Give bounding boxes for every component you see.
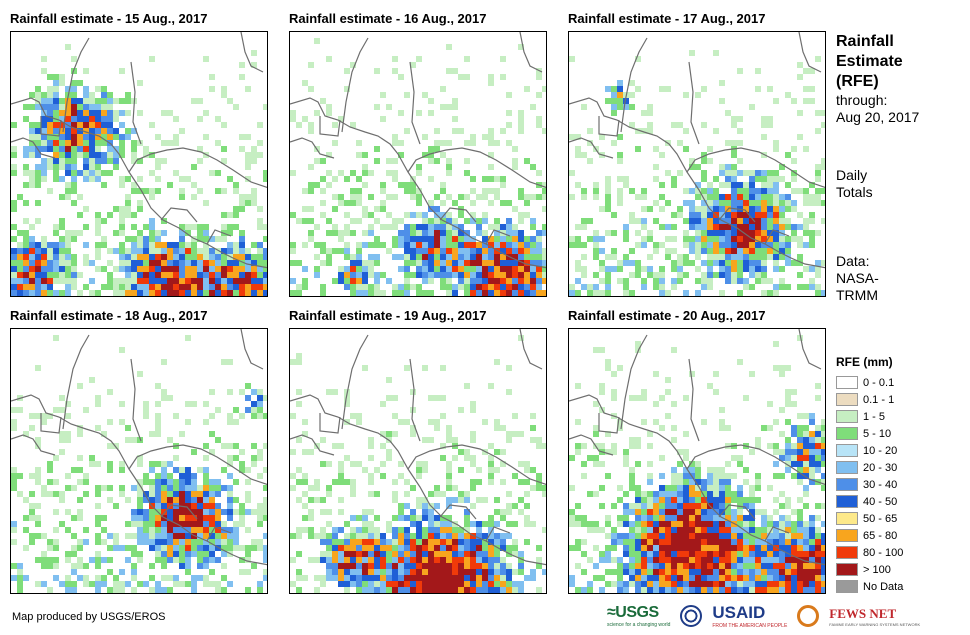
side-title-line3: (RFE) <box>836 73 879 90</box>
legend-swatch <box>836 512 858 525</box>
coastline <box>290 32 546 269</box>
fewsnet-tagline: FAMINE EARLY WARNING SYSTEMS NETWORK <box>829 621 921 627</box>
rainfall-map-17-aug <box>568 31 826 297</box>
legend-item: 20 - 30 <box>836 460 903 475</box>
legend-label: 40 - 50 <box>863 495 898 508</box>
legend-label: 1 - 5 <box>863 410 886 423</box>
legend-swatch <box>836 478 858 491</box>
map-canvas <box>569 32 825 296</box>
side-daily: Daily <box>836 167 868 183</box>
legend-swatch <box>836 393 858 406</box>
legend-item: 80 - 100 <box>836 545 903 560</box>
legend-swatch <box>836 444 858 457</box>
legend-item: 5 - 10 <box>836 426 903 441</box>
legend-item: 30 - 40 <box>836 477 903 492</box>
panel-title-3: Rainfall estimate - 17 Aug., 2017 <box>568 11 766 26</box>
coastline <box>569 329 825 566</box>
side-source: Data: NASA- TRMM <box>836 253 879 304</box>
map-canvas <box>569 329 825 593</box>
fewsnet-logo-text: FEWS NET <box>829 605 897 621</box>
usaid-seal-icon <box>680 605 703 627</box>
legend-label: 0.1 - 1 <box>863 393 895 406</box>
legend-item: 65 - 80 <box>836 528 903 543</box>
panel-title-6: Rainfall estimate - 20 Aug., 2017 <box>568 308 766 323</box>
legend-item: 0.1 - 1 <box>836 392 903 407</box>
legend-label: 65 - 80 <box>863 529 898 542</box>
legend-swatch <box>836 495 858 508</box>
legend-item: 1 - 5 <box>836 409 903 424</box>
legend-item: > 100 <box>836 562 903 577</box>
panel-title-5: Rainfall estimate - 19 Aug., 2017 <box>289 308 487 323</box>
usaid-logo-text: USAID <box>712 603 766 622</box>
coastline <box>11 32 267 269</box>
usaid-logo: USAID FROM THE AMERICAN PEOPLE <box>712 603 787 629</box>
legend-swatch <box>836 580 858 593</box>
side-info: Rainfall Estimate (RFE) through: Aug 20,… <box>836 32 919 126</box>
side-data-label: Data: <box>836 253 870 269</box>
legend-item: 10 - 20 <box>836 443 903 458</box>
map-canvas <box>11 329 267 593</box>
legend-label: > 100 <box>863 563 891 576</box>
legend-item: 50 - 65 <box>836 511 903 526</box>
side-title-line1: Rainfall <box>836 33 894 50</box>
side-data-nasa: NASA- <box>836 270 879 286</box>
side-totals: Totals <box>836 184 873 200</box>
legend-title: RFE (mm) <box>836 355 893 369</box>
legend-label: 80 - 100 <box>863 546 904 559</box>
legend-swatch <box>836 410 858 423</box>
usgs-logo: ≈USGS science for a changing world <box>607 604 670 628</box>
legend-label: 5 - 10 <box>863 427 892 440</box>
rainfall-map-19-aug <box>289 328 547 594</box>
usaid-tagline: FROM THE AMERICAN PEOPLE <box>712 623 788 629</box>
panel-title-4: Rainfall estimate - 18 Aug., 2017 <box>10 308 208 323</box>
fewsnet-logo: FEWS NET FAMINE EARLY WARNING SYSTEMS NE… <box>829 606 920 627</box>
legend-label: 30 - 40 <box>863 478 898 491</box>
logo-strip: ≈USGS science for a changing world USAID… <box>607 603 920 629</box>
side-date: Aug 20, 2017 <box>836 109 920 125</box>
coastline <box>290 329 546 566</box>
map-canvas <box>290 329 546 593</box>
legend-label: 10 - 20 <box>863 444 898 457</box>
legend-item: 0 - 0.1 <box>836 375 903 390</box>
side-title-line2: Estimate <box>836 53 903 70</box>
legend-swatch <box>836 563 858 576</box>
fews-globe-icon <box>797 605 820 627</box>
legend-label: 50 - 65 <box>863 512 898 525</box>
side-data-trmm: TRMM <box>836 287 878 303</box>
map-credit: Map produced by USGS/EROS <box>12 611 166 623</box>
panel-title-2: Rainfall estimate - 16 Aug., 2017 <box>289 11 487 26</box>
map-canvas <box>11 32 267 296</box>
legend-label: No Data <box>863 580 904 593</box>
legend-rows: 0 - 0.1 0.1 - 1 1 - 5 5 - 10 10 - 20 20 - 30 3… <box>836 375 903 594</box>
legend-swatch <box>836 546 858 559</box>
legend-item: No Data <box>836 579 903 594</box>
coastline <box>569 32 825 269</box>
usgs-tagline: science for a changing world <box>607 622 671 628</box>
legend-swatch <box>836 461 858 474</box>
side-period: Daily Totals <box>836 167 873 201</box>
usgs-logo-text: ≈USGS <box>607 604 659 621</box>
rainfall-map-20-aug <box>568 328 826 594</box>
side-through: through: <box>836 92 888 108</box>
legend-swatch <box>836 427 858 440</box>
legend-label: 20 - 30 <box>863 461 898 474</box>
rainfall-map-18-aug <box>10 328 268 594</box>
coastline <box>11 329 267 566</box>
panel-title-1: Rainfall estimate - 15 Aug., 2017 <box>10 11 208 26</box>
legend: RFE (mm) 0 - 0.1 0.1 - 1 1 - 5 5 - 10 10 - 2… <box>836 355 903 596</box>
rainfall-map-16-aug <box>289 31 547 297</box>
rainfall-map-15-aug <box>10 31 268 297</box>
legend-swatch <box>836 376 858 389</box>
legend-swatch <box>836 529 858 542</box>
legend-item: 40 - 50 <box>836 494 903 509</box>
map-canvas <box>290 32 546 296</box>
legend-label: 0 - 0.1 <box>863 376 895 389</box>
